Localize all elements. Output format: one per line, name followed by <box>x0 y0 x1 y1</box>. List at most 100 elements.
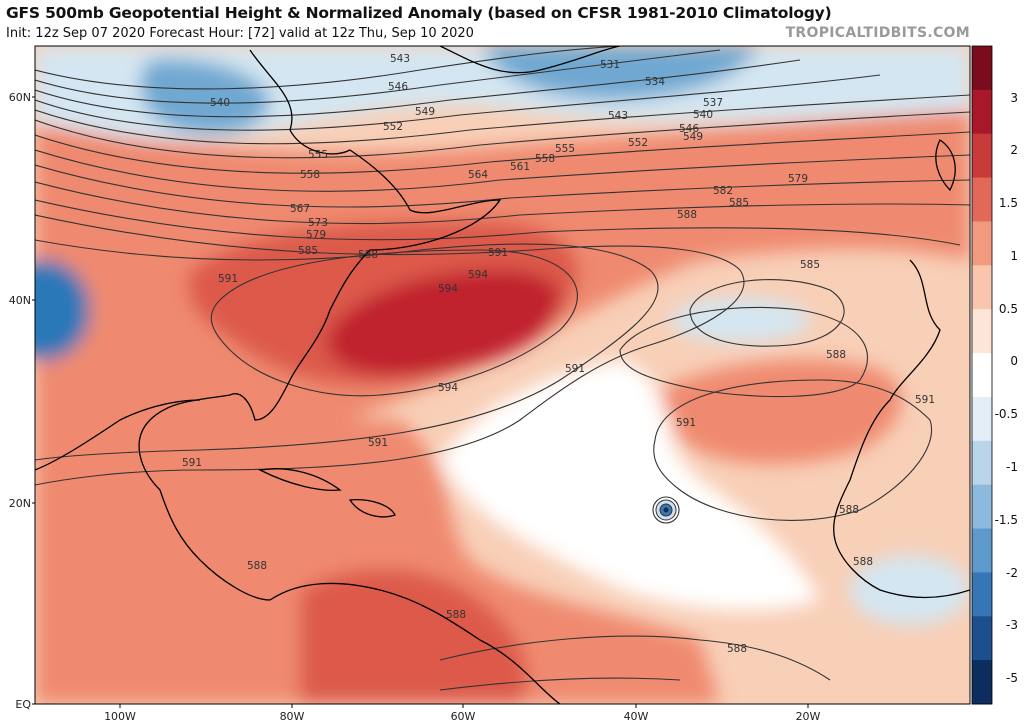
latitude-label: 40N <box>9 294 31 307</box>
height-contour-line <box>35 94 970 145</box>
contour-label: 588 <box>853 556 873 568</box>
colorbar-swatch <box>972 221 992 266</box>
contour-label: 579 <box>788 173 808 185</box>
height-contour-line <box>35 239 659 461</box>
longitude-label: 100W <box>104 710 136 723</box>
height-contour-line <box>35 46 621 90</box>
anomaly-negative-azores <box>670 298 810 342</box>
height-contour-line <box>35 131 970 174</box>
contour-label: 546 <box>388 81 408 93</box>
contour-label: 591 <box>182 457 202 469</box>
contour-label: 543 <box>608 110 628 122</box>
contour-label: 540 <box>210 97 230 109</box>
latitude-label: 60N <box>9 91 31 104</box>
contour-label: 552 <box>628 137 648 149</box>
contour-label: 588 <box>826 349 846 361</box>
coast-gulf <box>35 399 201 471</box>
height-contour-line <box>653 379 933 521</box>
coast-greenland <box>439 46 621 74</box>
contour-label: 594 <box>438 283 458 295</box>
map-frame <box>34 45 971 705</box>
contour-label: 561 <box>510 161 530 173</box>
coast-hispaniola <box>348 499 396 518</box>
contour-label: 558 <box>535 153 555 165</box>
colorbar-label: 3 <box>1010 91 1018 105</box>
colorbar-label: 0 <box>1010 354 1018 368</box>
map-subtitle: Init: 12z Sep 07 2020 Forecast Hour: [72… <box>6 26 474 41</box>
height-contour-line <box>210 249 578 397</box>
coast-south-america <box>269 582 561 704</box>
colorbar-swatch <box>972 46 992 91</box>
anomaly-max-core <box>327 270 561 376</box>
height-contour-line <box>439 677 681 691</box>
contour-label: 567 <box>290 203 310 215</box>
colorbar-label: -5 <box>1006 671 1018 685</box>
contour-label: 591 <box>676 417 696 429</box>
contour-label: 573 <box>308 217 328 229</box>
colorbar-label: 1.5 <box>999 196 1018 210</box>
longitude-label: 60W <box>451 710 476 723</box>
colorbar-swatch <box>972 528 992 573</box>
contour-label: 588 <box>247 560 267 572</box>
coast-cuba <box>257 468 342 491</box>
colorbar-swatch <box>972 265 992 310</box>
height-contour-line <box>35 149 970 192</box>
height-contour-line <box>35 181 970 225</box>
contour-label: 588 <box>677 209 697 221</box>
colorbar-label: 2 <box>1010 143 1018 157</box>
latitude-label: 20N <box>9 497 31 510</box>
colorbar-label: -0.5 <box>995 407 1018 421</box>
contour-label: 591 <box>218 273 238 285</box>
contour-label: 591 <box>368 437 388 449</box>
map-axes: 60N 40N 20N EQ 100W 80W 60W 40W 20W <box>9 45 971 723</box>
colorbar-swatch <box>972 660 992 705</box>
longitude-label: 40W <box>624 710 649 723</box>
contour-label: 594 <box>438 382 458 394</box>
colorbar-swatch <box>972 396 992 442</box>
contour-label: 585 <box>298 245 318 257</box>
height-contours <box>35 46 970 691</box>
anomaly-neutral-zone <box>440 360 820 611</box>
height-contour-line <box>689 279 845 347</box>
colorbar-swatch <box>972 616 992 661</box>
storm-low-symbol <box>655 499 677 521</box>
colorbar-swatch <box>972 177 992 222</box>
colorbar-label: -3 <box>1006 618 1018 632</box>
contour-label: 591 <box>565 363 585 375</box>
colorbar-swatch <box>972 133 992 179</box>
contour-label: 588 <box>358 249 378 261</box>
contour-label: 555 <box>555 143 575 155</box>
anomaly-positive-east <box>660 359 902 464</box>
anomaly-negative-west <box>35 260 90 360</box>
longitude-label: 80W <box>280 710 305 723</box>
contour-label: 558 <box>300 169 320 181</box>
contour-label: 591 <box>488 247 508 259</box>
colorbar-swatch <box>972 89 992 135</box>
colorbar-swatch <box>972 353 992 398</box>
height-contour-line <box>439 635 831 681</box>
height-contour-line <box>35 214 745 486</box>
contour-label: 531 <box>600 59 620 71</box>
contour-label: 564 <box>468 169 488 181</box>
contour-label: 540 <box>693 109 713 121</box>
contour-label: 588 <box>839 504 859 516</box>
colorbar: 3 2 1.5 1 0.5 0 -0.5 -1 -1.5 -2 -3 -5 <box>971 45 1018 705</box>
contour-label: 549 <box>683 131 703 143</box>
contour-label: 582 <box>713 185 733 197</box>
contour-label: 588 <box>727 643 747 655</box>
height-contour-line <box>35 164 970 208</box>
longitude-label: 20W <box>796 710 821 723</box>
contour-label: 588 <box>446 609 466 621</box>
contour-label: 534 <box>645 76 665 88</box>
height-contour-line <box>35 199 961 246</box>
colorbar-swatch <box>972 440 992 486</box>
contour-label: 546 <box>679 123 699 135</box>
colorbar-label: 0.5 <box>999 302 1018 316</box>
height-contour-line <box>35 111 970 159</box>
colorbar-label: -2 <box>1006 566 1018 580</box>
colorbar-swatch <box>972 572 992 617</box>
contour-label: 555 <box>308 149 328 161</box>
contour-label: 549 <box>415 106 435 118</box>
